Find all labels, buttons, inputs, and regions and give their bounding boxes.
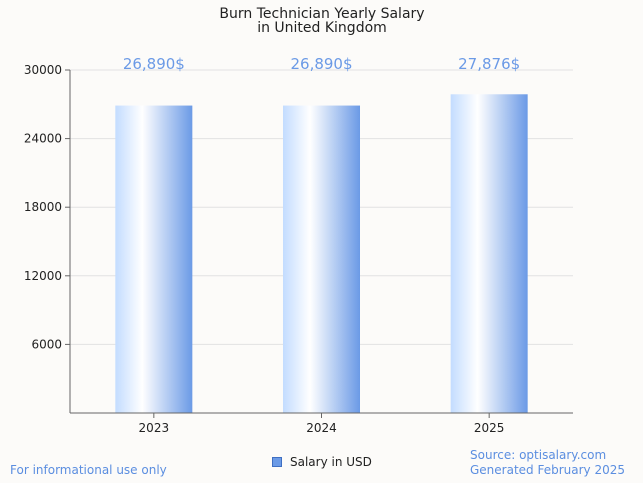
bars xyxy=(115,94,528,414)
bar xyxy=(283,105,360,413)
x-axis-ticks: 2023 2024 2025 xyxy=(139,413,505,435)
footer-generated: Generated February 2025 xyxy=(470,463,626,477)
bar-value-label: 26,890$ xyxy=(290,55,352,73)
legend: Salary in USD xyxy=(272,455,372,469)
x-tick-label: 2023 xyxy=(139,421,170,435)
footer-disclaimer: For informational use only xyxy=(10,463,167,477)
chart-title-line1: Burn Technician Yearly Salary xyxy=(219,6,424,22)
bar-value-label: 27,876$ xyxy=(458,55,520,73)
legend-label: Salary in USD xyxy=(290,455,372,469)
x-tick-label: 2025 xyxy=(474,421,505,435)
value-labels: 26,890$ 26,890$ 27,876$ xyxy=(123,55,520,73)
y-tick-label: 6000 xyxy=(31,337,62,351)
y-tick-label: 24000 xyxy=(24,132,62,146)
bar xyxy=(450,94,528,414)
bar-value-label: 26,890$ xyxy=(123,55,185,73)
y-axis-ticks: 6000 12000 18000 24000 30000 xyxy=(24,63,70,351)
legend-swatch xyxy=(272,457,282,467)
footer-source-block: Source: optisalary.com Generated Februar… xyxy=(470,448,625,478)
y-tick-label: 12000 xyxy=(24,269,62,283)
y-tick-label: 18000 xyxy=(24,200,62,214)
footer-source: Source: optisalary.com xyxy=(470,448,607,462)
chart-title-line2: in United Kingdom xyxy=(257,20,387,36)
y-tick-label: 30000 xyxy=(24,63,62,77)
x-tick-label: 2024 xyxy=(306,421,337,435)
bar xyxy=(115,105,193,413)
